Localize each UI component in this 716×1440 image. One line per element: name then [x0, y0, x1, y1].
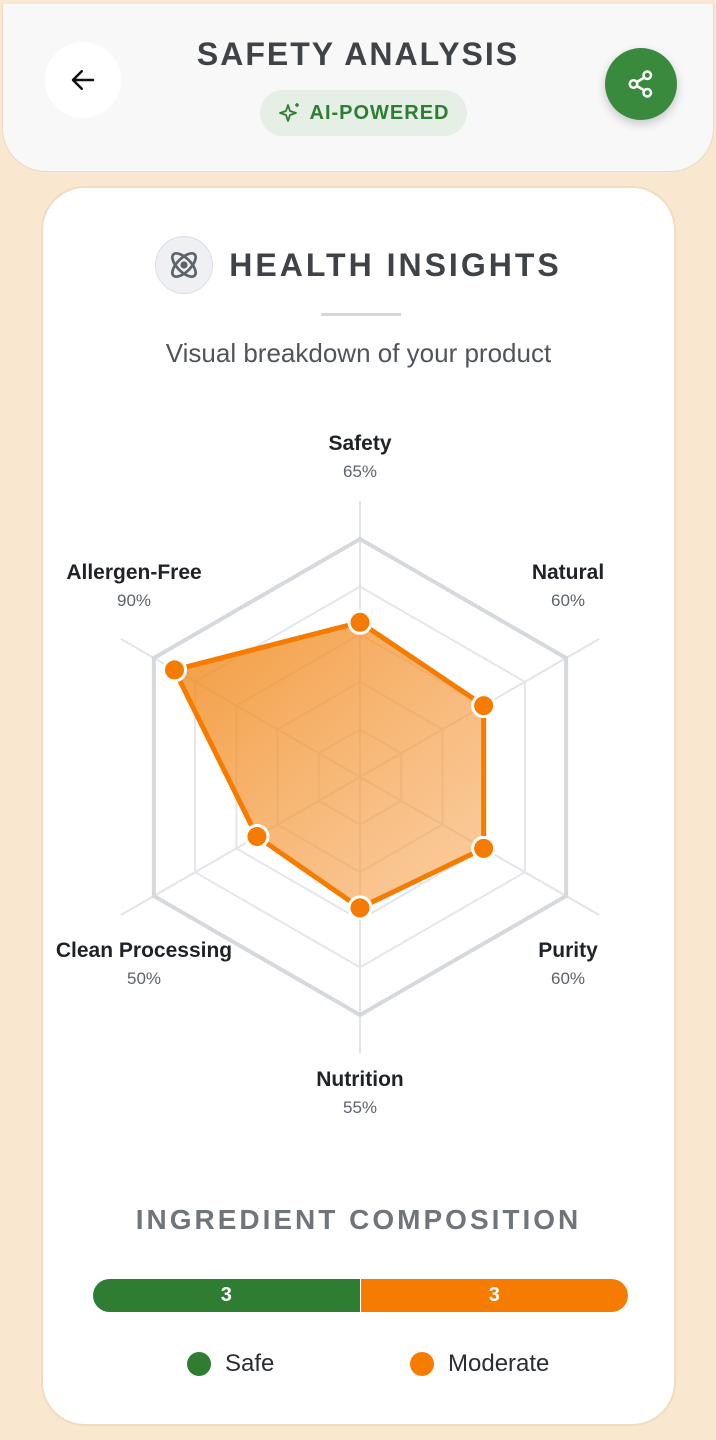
- share-icon: [628, 70, 653, 98]
- axis-name: Safety: [328, 432, 392, 455]
- divider: [321, 313, 401, 316]
- safe-dot: [187, 1352, 211, 1376]
- axis-label: Allergen-Free 90%: [24, 561, 244, 611]
- moderate-segment: 3: [360, 1279, 628, 1312]
- share-button[interactable]: [605, 48, 677, 120]
- legend-label: Safe: [225, 1350, 275, 1377]
- data-point: [347, 895, 373, 921]
- app-header: SAFETY ANALYSIS AI-POWERED: [2, 4, 714, 172]
- badge-label: AI-POWERED: [309, 101, 450, 124]
- radar-chart: [120, 500, 600, 1054]
- legend-moderate: Moderate: [410, 1350, 549, 1378]
- axis-name: Clean Processing: [55, 939, 233, 962]
- grid-ring: [151, 536, 569, 1018]
- data-point: [347, 609, 373, 635]
- axis-name: Natural: [531, 561, 605, 584]
- data-point: [471, 835, 497, 861]
- axis-value: 50%: [126, 969, 162, 988]
- data-point: [244, 824, 270, 849]
- axis-value: 90%: [116, 591, 152, 610]
- axis-value: 65%: [342, 462, 378, 481]
- composition-bar: 3 3: [93, 1279, 628, 1312]
- composition-title: INGREDIENT COMPOSITION: [135, 1204, 582, 1235]
- axis-name: Allergen-Free: [66, 561, 202, 584]
- axis-label: Clean Processing 50%: [34, 939, 254, 989]
- axis-value: 60%: [550, 591, 586, 610]
- axis-label: Natural 60%: [458, 561, 678, 611]
- page-title: SAFETY ANALYSIS: [196, 36, 520, 72]
- axis-label: Safety 65%: [250, 432, 470, 482]
- legend-safe: Safe: [187, 1350, 274, 1378]
- card-subtitle: Visual breakdown of your product: [165, 338, 552, 368]
- axis-value: 60%: [550, 969, 586, 988]
- data-point: [471, 693, 497, 719]
- axis-name: Purity: [538, 939, 598, 962]
- axis-value: 55%: [342, 1098, 378, 1117]
- axis-label: Purity 60%: [458, 939, 678, 989]
- back-button[interactable]: [45, 42, 121, 118]
- data-point: [161, 657, 187, 683]
- moderate-dot: [410, 1352, 434, 1376]
- safe-segment: 3: [93, 1279, 361, 1312]
- legend-label: Moderate: [448, 1350, 550, 1377]
- data-area: [171, 619, 487, 911]
- atom-icon: [155, 236, 214, 294]
- axis-name: Nutrition: [316, 1068, 404, 1091]
- sparkle-icon: [278, 103, 299, 122]
- card-title: HEALTH INSIGHTS: [229, 246, 562, 283]
- health-insights-card: HEALTH INSIGHTS Visual breakdown of your…: [41, 186, 676, 1426]
- ai-powered-badge: AI-POWERED: [260, 90, 467, 136]
- arrow-left-icon: [71, 70, 95, 90]
- axis-label: Nutrition 55%: [250, 1068, 470, 1118]
